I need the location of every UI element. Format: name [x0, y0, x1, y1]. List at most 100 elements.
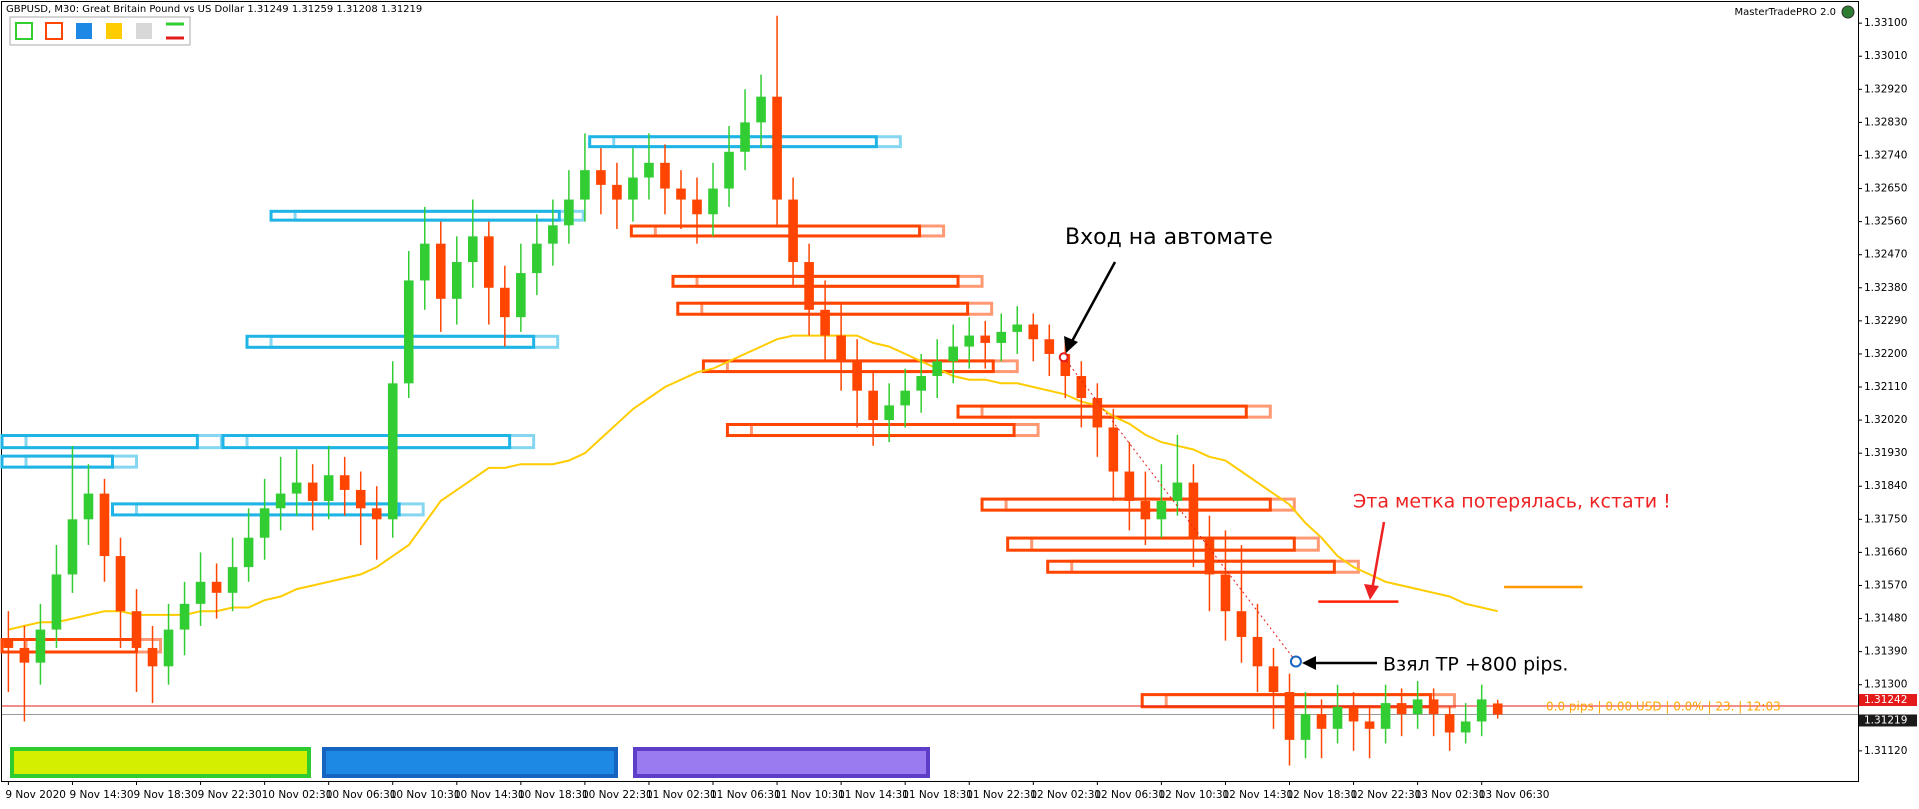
candle-body	[211, 581, 222, 593]
zone	[0, 454, 114, 469]
candle-body	[1300, 714, 1311, 740]
candle-body	[291, 482, 302, 494]
candle-body	[900, 390, 910, 406]
candle-body	[772, 96, 782, 200]
candle-body	[339, 475, 350, 490]
candle-body	[788, 199, 798, 263]
candle-body	[1028, 324, 1039, 340]
candle-body	[532, 243, 542, 274]
plot-frame	[1, 1, 1859, 782]
y-tick-label: 1.31930	[1864, 447, 1907, 459]
x-tick-label: 10 Nov 02:30	[262, 789, 333, 801]
candle-body	[564, 199, 574, 226]
x-tick-label: 12 Nov 18:30	[1287, 789, 1358, 801]
y-tick-label: 1.32920	[1864, 83, 1907, 95]
candle-body	[419, 243, 430, 281]
candle-body	[1092, 398, 1103, 428]
candle-body	[403, 280, 414, 384]
entry-marker	[1058, 352, 1069, 363]
candle-body	[468, 236, 478, 263]
panel-button[interactable]	[10, 747, 311, 778]
zone	[0, 434, 199, 450]
exit-marker	[1289, 655, 1302, 668]
candle-body	[660, 162, 670, 189]
panel-button[interactable]	[633, 747, 930, 778]
y-tick-label: 1.32560	[1864, 216, 1907, 228]
tool-button[interactable]	[76, 23, 92, 39]
zone	[110, 502, 401, 517]
x-tick-label: 11 Nov 14:30	[838, 789, 909, 801]
y-tick-label: 1.31120	[1864, 745, 1907, 757]
x-tick-label: 10 Nov 22:30	[582, 789, 653, 801]
candle-body	[580, 170, 590, 200]
x-tick-label: 9 Nov 14:30	[69, 789, 133, 801]
candle-body	[1044, 339, 1055, 354]
bottom-panel	[10, 747, 930, 778]
candle-body	[131, 611, 142, 648]
candle-body	[35, 629, 46, 663]
tool-button[interactable]	[106, 23, 122, 39]
panel-button[interactable]	[322, 747, 618, 778]
candle-body	[1156, 500, 1167, 520]
candle-body	[67, 519, 78, 575]
candle-body	[980, 335, 991, 343]
tool-button[interactable]	[136, 23, 152, 39]
tool-button[interactable]	[15, 22, 33, 40]
toolbar-frame	[9, 16, 191, 46]
candle-body	[644, 162, 654, 178]
x-tick-label: 10 Nov 10:30	[390, 789, 461, 801]
candle-body	[1252, 636, 1263, 667]
zone	[1006, 536, 1296, 552]
x-tick-label: 11 Nov 22:30	[966, 789, 1037, 801]
tool-button[interactable]	[45, 22, 63, 40]
zone	[671, 274, 960, 288]
candle-body	[323, 475, 334, 501]
candle-body	[19, 647, 30, 663]
candle-body	[596, 170, 606, 185]
candle-body	[1284, 692, 1295, 740]
candle-body	[1396, 703, 1407, 715]
price-label-bg	[1859, 694, 1917, 707]
candle-body	[548, 225, 558, 244]
candle-body	[1076, 375, 1087, 399]
candle-body	[147, 647, 158, 667]
candle-body	[1476, 699, 1487, 722]
arrow-head	[1364, 584, 1379, 600]
candle-body	[1268, 666, 1279, 693]
candle-body	[1236, 611, 1247, 637]
candle-body	[195, 581, 206, 604]
candle-body	[371, 508, 382, 520]
candle-body	[676, 188, 686, 200]
candle-body	[1364, 721, 1375, 729]
y-tick-label: 1.33100	[1864, 17, 1907, 29]
candle-body	[1444, 714, 1455, 733]
arrow-head	[1064, 336, 1078, 353]
x-tick-label: 10 Nov 06:30	[326, 789, 397, 801]
candle-body	[1332, 706, 1343, 729]
candle-body	[692, 199, 702, 215]
candle-body	[868, 390, 878, 421]
candle-body	[852, 361, 862, 391]
zone	[701, 359, 995, 374]
x-tick-label: 11 Nov 02:30	[646, 789, 717, 801]
candle-body	[1012, 324, 1023, 332]
annotations: Вход на автомате Эта метка потерялась, к…	[1064, 225, 1781, 714]
y-tick-label: 1.31390	[1864, 646, 1907, 658]
candle-body	[1380, 703, 1391, 729]
annotation: Вход на автомате	[1065, 225, 1273, 250]
candle-body	[1460, 721, 1471, 733]
annotation: Эта метка потерялась, кстати !	[1353, 491, 1671, 513]
candle-body	[964, 335, 975, 347]
tool-button[interactable]	[166, 22, 184, 40]
x-tick-label: 13 Nov 06:30	[1479, 789, 1550, 801]
candle-body	[51, 574, 62, 630]
y-tick-label: 1.32740	[1864, 149, 1907, 161]
candle-body	[628, 177, 638, 200]
x-tick-label: 12 Nov 14:30	[1222, 789, 1293, 801]
arrow-head	[1302, 656, 1316, 670]
candle-body	[275, 493, 286, 509]
toolbar	[9, 16, 191, 46]
candle-body	[916, 375, 926, 391]
